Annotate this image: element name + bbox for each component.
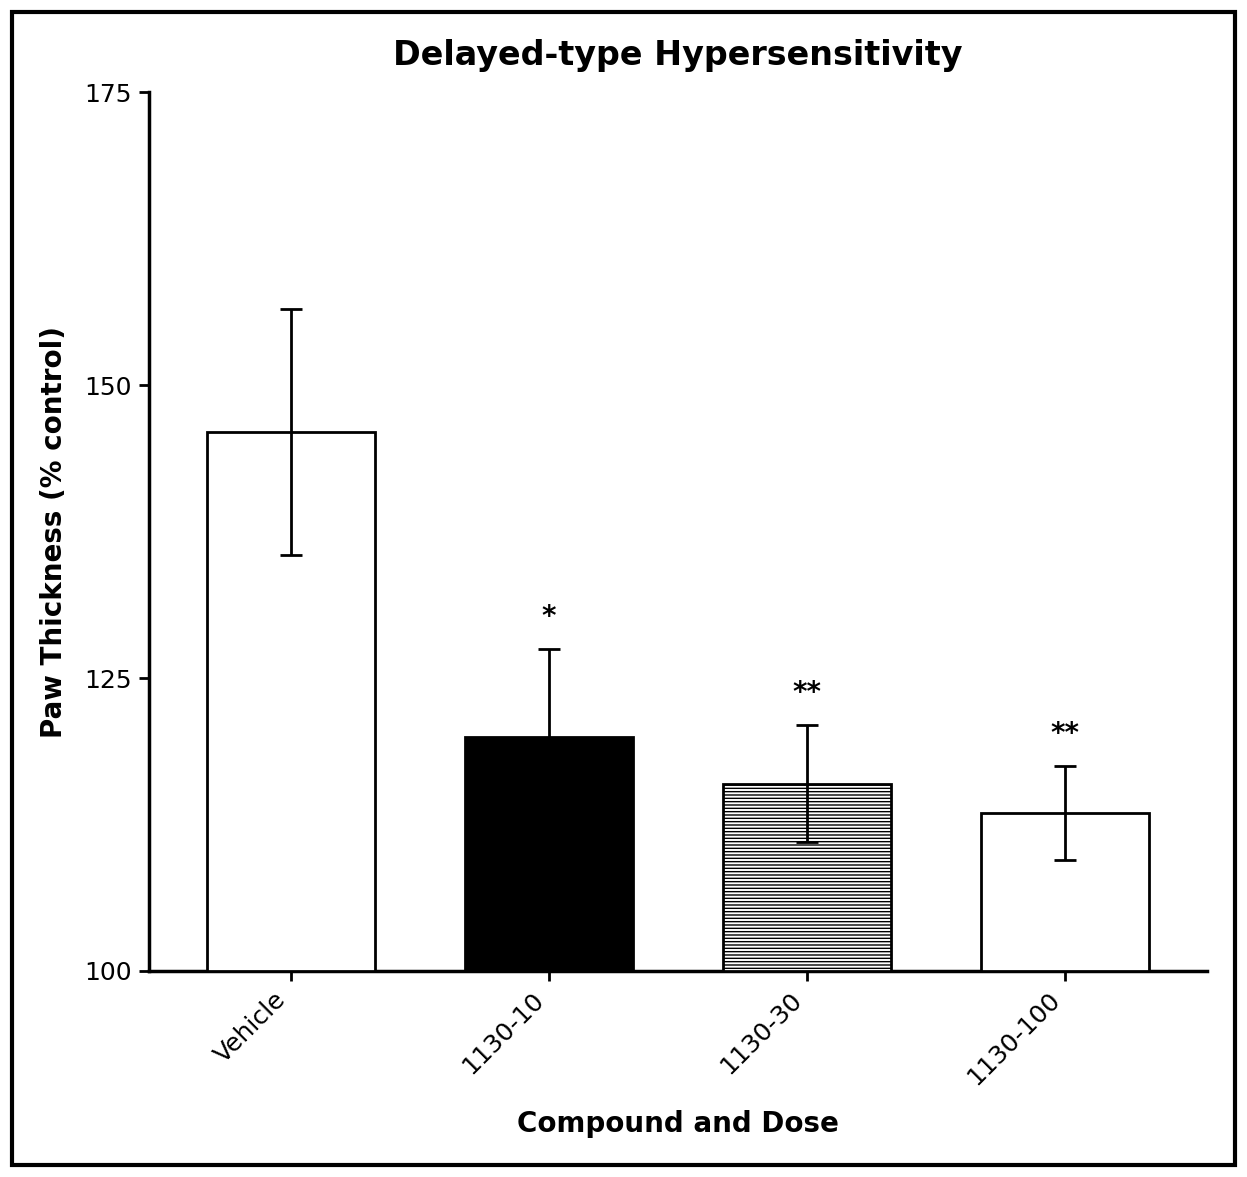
Bar — [207, 432, 375, 971]
X-axis label: Compound and Dose: Compound and Dose — [518, 1110, 839, 1138]
Text: **: ** — [1051, 720, 1080, 749]
Bar — [723, 784, 890, 971]
Text: **: ** — [793, 679, 822, 707]
Text: *: * — [541, 604, 556, 631]
Title: Delayed-type Hypersensitivity: Delayed-type Hypersensitivity — [393, 39, 963, 72]
Bar — [981, 813, 1148, 971]
Bar — [465, 737, 632, 971]
Y-axis label: Paw Thickness (% control): Paw Thickness (% control) — [40, 326, 67, 738]
